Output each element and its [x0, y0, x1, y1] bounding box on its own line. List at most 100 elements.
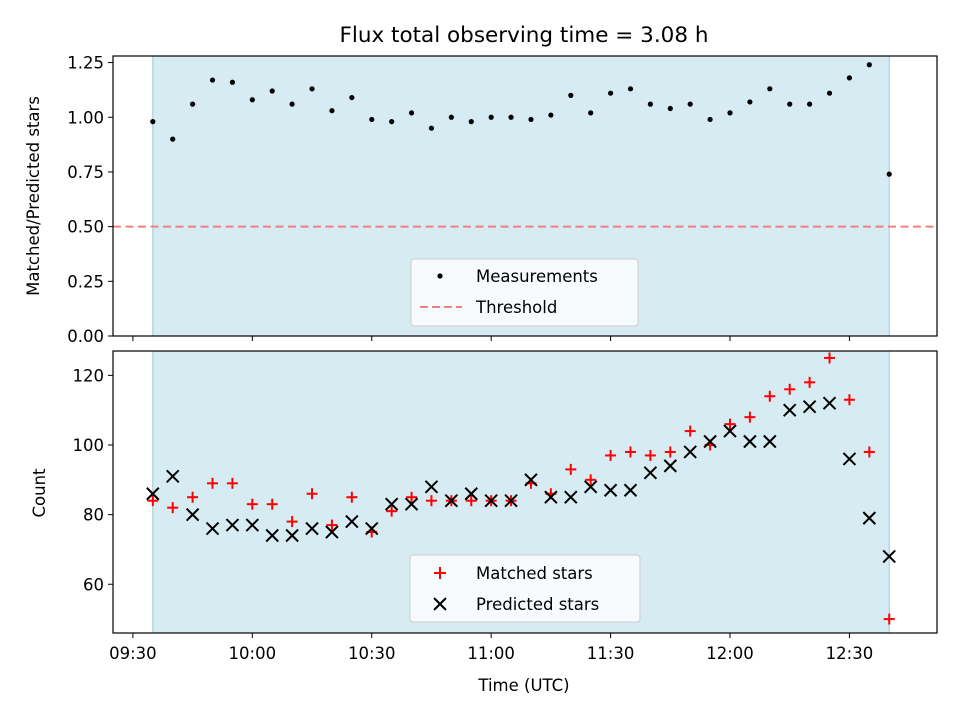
count-ytick-label: 80 — [83, 506, 104, 525]
measurement-point — [866, 62, 872, 68]
matched-star-point — [843, 394, 855, 406]
predicted-star-point — [205, 521, 220, 536]
measurement-point — [229, 79, 236, 85]
count-xtick-label: 11:30 — [587, 644, 635, 663]
matched-star-point — [863, 446, 875, 458]
predicted-star-point — [882, 549, 896, 564]
count-panel: 60 80 100 120 09:30 10:00 10:30 11:00 11:30 12:0… — [30, 350, 938, 695]
matched-star-point — [266, 498, 278, 510]
predicted-star-point — [166, 469, 180, 484]
predicted-star-point — [663, 459, 678, 473]
predicted-star-point — [444, 493, 459, 508]
matched-star-point — [147, 495, 159, 507]
predicted-star-point — [245, 518, 260, 532]
measurement-point — [528, 116, 534, 123]
predicted-star-point — [504, 493, 518, 508]
measurement-point — [269, 88, 275, 94]
legend-threshold-label: Threshold — [475, 298, 557, 317]
measurement-point — [488, 114, 494, 120]
predicted-star-point — [365, 521, 379, 536]
ratio-ylabel: Matched/Predicted stars — [24, 96, 43, 296]
predicted-star-point — [225, 518, 240, 532]
matched-star-point — [684, 425, 696, 437]
matched-star-point — [226, 477, 238, 489]
measurement-point — [807, 101, 813, 107]
legend-matched-label: Matched stars — [476, 564, 593, 583]
measurement-point — [369, 116, 375, 123]
measurement-point — [627, 86, 634, 92]
ratio-ytick-label: 0.25 — [67, 272, 104, 291]
count-legend: Matched stars Predicted stars — [409, 554, 641, 623]
predicted-star-point — [822, 396, 837, 410]
measurement-point — [707, 116, 713, 123]
measurement-point — [687, 101, 693, 107]
predicted-star-point — [524, 473, 538, 487]
count-xtick-label: 09:30 — [109, 644, 157, 663]
count-ytick-label: 120 — [73, 366, 105, 385]
predicted-star-point — [185, 507, 200, 522]
predicted-star-point — [285, 528, 299, 543]
predicted-star-point — [783, 403, 797, 417]
predicted-star-point — [384, 497, 399, 511]
count-xtick-label: 11:00 — [467, 644, 515, 663]
measurement-point — [826, 90, 833, 96]
predicted-star-point — [643, 466, 658, 480]
predicted-star-point — [305, 521, 319, 536]
count-xtick-label: 10:30 — [348, 644, 396, 663]
predicted-star-point — [583, 480, 598, 494]
count-ytick-label: 100 — [73, 436, 105, 455]
measurement-point — [349, 94, 355, 101]
measurement-point — [209, 77, 216, 83]
matched-star-point — [306, 488, 318, 500]
count-xtick-label: 12:00 — [706, 644, 754, 663]
matched-star-point — [346, 491, 358, 503]
measurement-point — [329, 108, 335, 114]
matched-star-point — [664, 446, 676, 458]
ratio-legend: Measurements Threshold — [410, 258, 639, 327]
matched-star-point — [167, 502, 179, 514]
measurement-point — [846, 75, 853, 81]
ratio-legend-box — [410, 258, 639, 327]
matched-star-point — [784, 383, 796, 395]
measurement-point — [667, 105, 673, 112]
matched-star-point — [406, 491, 418, 503]
measurement-point — [249, 97, 255, 103]
matched-star-point — [425, 495, 437, 507]
legend-measurements-label: Measurements — [476, 267, 598, 286]
predicted-star-point — [683, 445, 697, 459]
matched-star-point — [824, 352, 836, 364]
matched-star-point — [246, 498, 258, 510]
predicted-star-point — [325, 525, 339, 539]
chart-title: Flux total observing time = 3.08 h — [340, 23, 709, 48]
measurement-point — [568, 92, 574, 98]
predicted-star-point — [723, 424, 737, 438]
measurement-point — [309, 86, 315, 92]
matched-star-point — [744, 411, 756, 423]
matched-star-point — [804, 376, 816, 388]
measurement-point — [428, 125, 435, 131]
predicted-star-point — [802, 399, 817, 414]
measurement-point — [389, 119, 395, 125]
matched-star-point — [624, 446, 636, 458]
measurement-point — [787, 101, 793, 107]
predicted-star-point — [623, 483, 638, 497]
legend-predicted-label: Predicted stars — [476, 595, 599, 614]
ratio-plot-frame — [112, 55, 938, 337]
measurement-point — [150, 119, 156, 125]
predicted-star-point — [862, 511, 877, 525]
measurement-point — [170, 136, 176, 142]
measurement-point — [886, 171, 892, 177]
ratio-ytick-label: 0.00 — [67, 327, 104, 346]
matched-star-point — [187, 491, 199, 503]
measurement-point — [448, 114, 454, 120]
matched-star-point — [465, 495, 477, 507]
legend-matched-marker — [434, 567, 446, 579]
matched-star-point — [326, 519, 338, 531]
measurement-point — [289, 101, 295, 107]
predicted-star-point — [743, 434, 757, 449]
matched-star-point — [724, 418, 736, 430]
predicted-star-point — [544, 490, 558, 504]
ratio-ytick-label: 0.50 — [67, 218, 104, 237]
matched-star-point — [386, 505, 398, 517]
